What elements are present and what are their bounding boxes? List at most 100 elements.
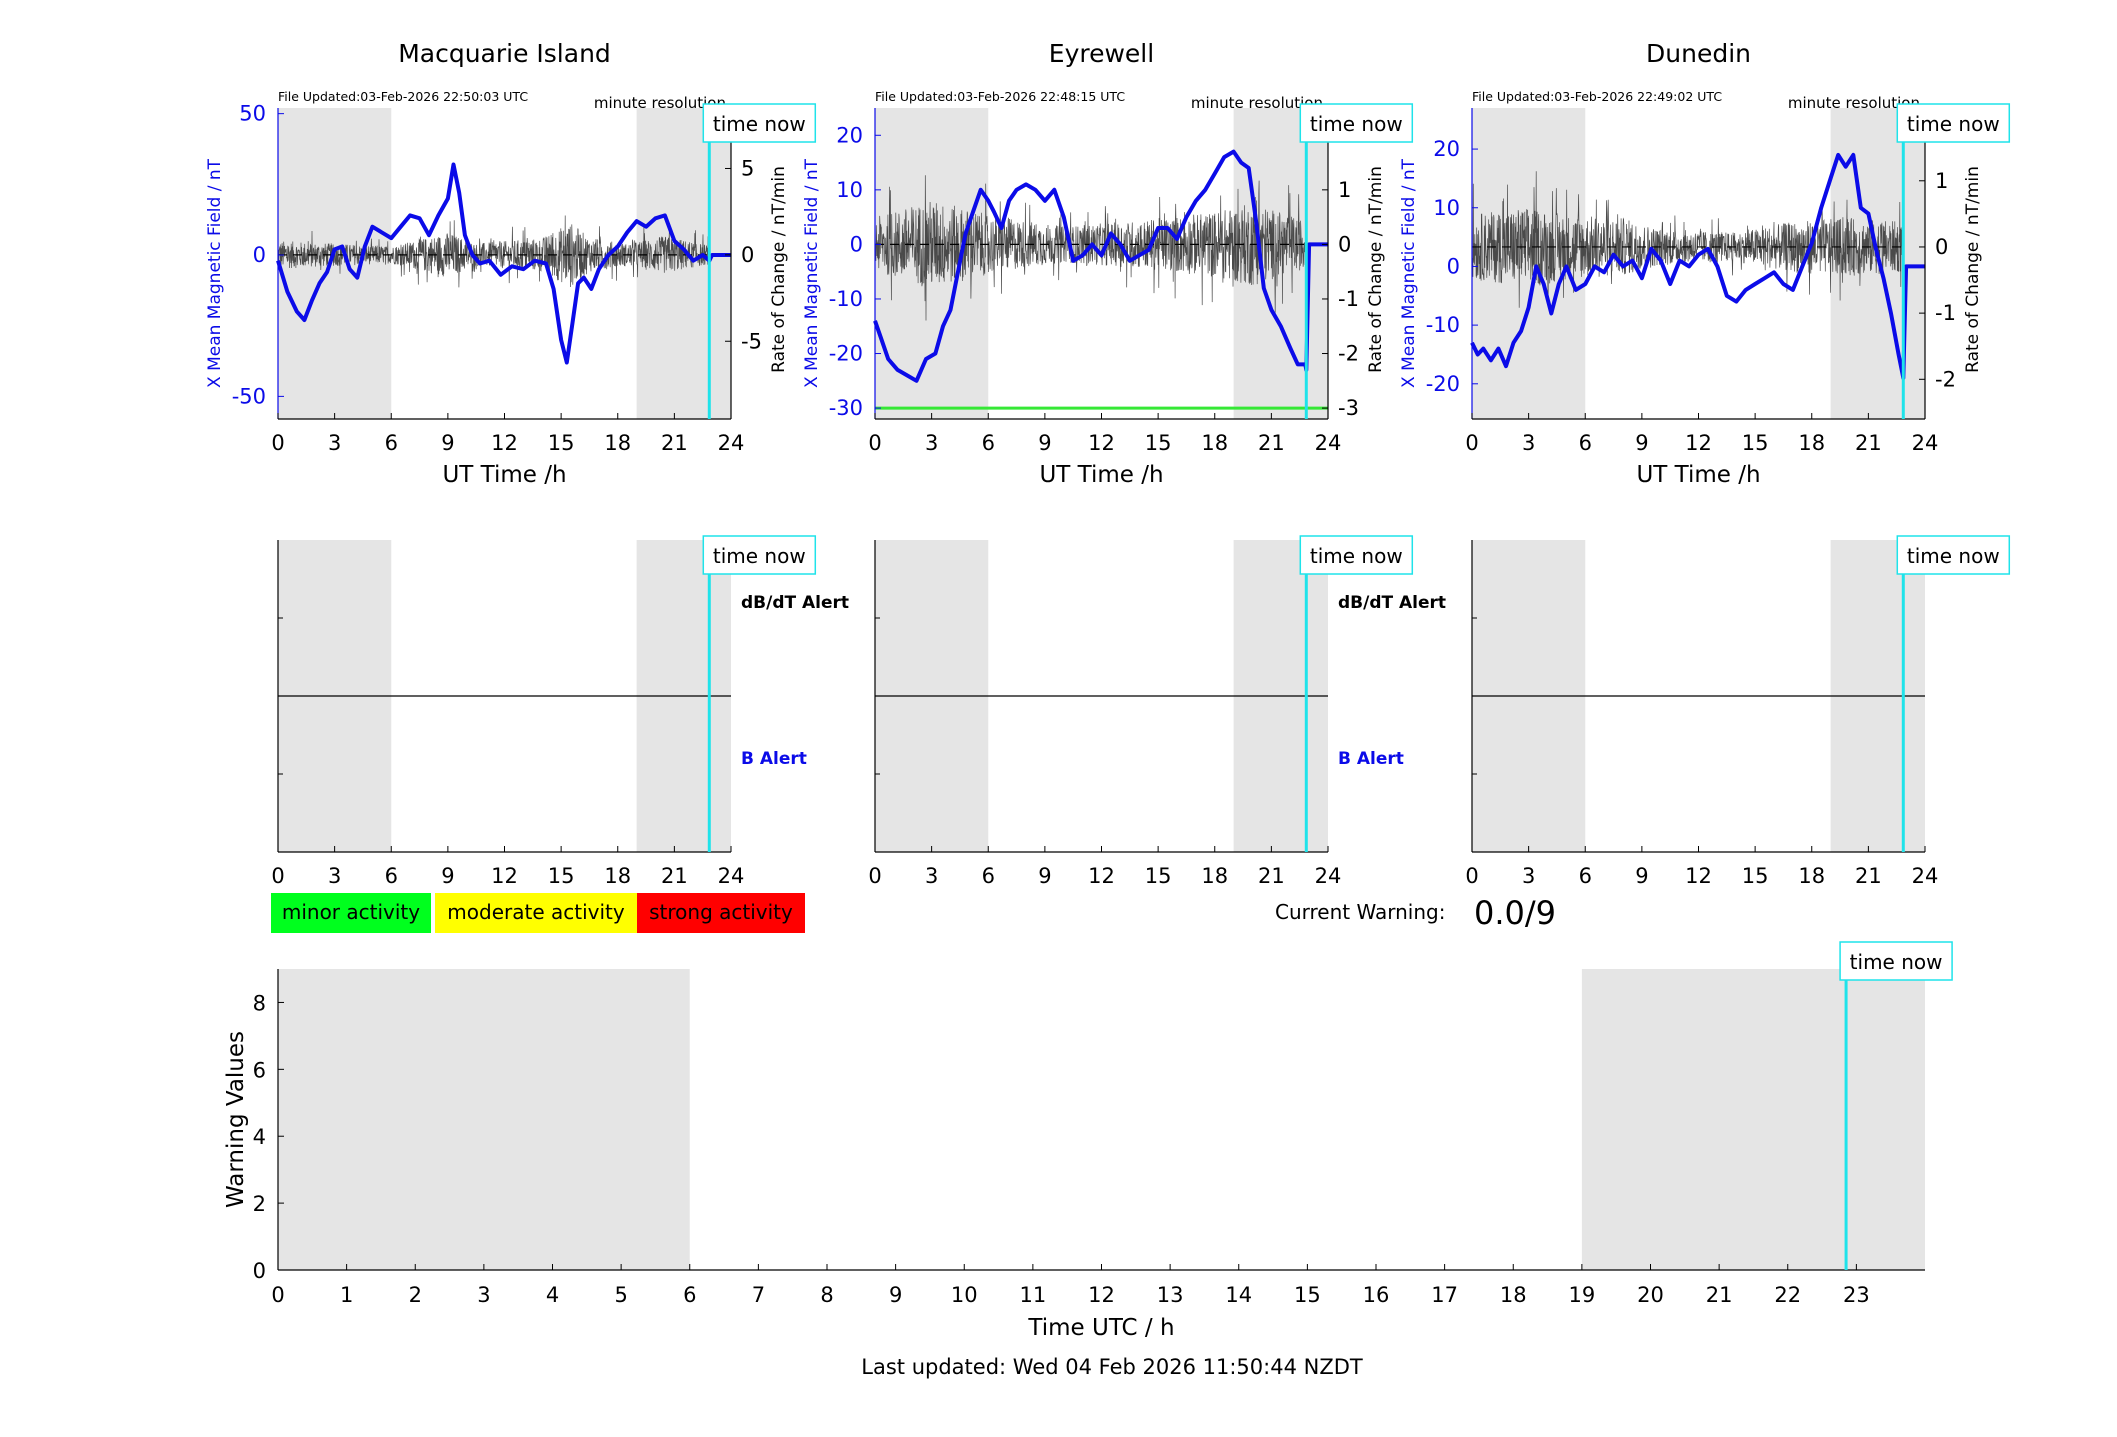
x-tick-label: 18	[604, 431, 631, 455]
x-tick-label: 3	[328, 431, 341, 455]
x-tick-label: 12	[1088, 431, 1115, 455]
time-now-box	[1299, 535, 1414, 575]
x-tick-label: 21	[1855, 431, 1882, 455]
x-tick-label: 19	[1569, 1283, 1596, 1307]
magnetic-field-line	[1470, 152, 1925, 380]
x-tick-label: 16	[1363, 1283, 1390, 1307]
y-left-tick-label: 50	[239, 102, 266, 126]
x-tick-label: 3	[1522, 864, 1535, 888]
x-tick-label: 13	[1157, 1283, 1184, 1307]
rate-of-change-line	[277, 215, 710, 288]
x-tick-label: 0	[1465, 431, 1478, 455]
y-left-tick-label: 20	[836, 123, 863, 147]
x-tick-label: 6	[982, 431, 995, 455]
current-warning-label: Current Warning:	[1275, 900, 1445, 924]
x-tick-label: 3	[477, 1283, 490, 1307]
y-left-tick-label: 20	[1433, 137, 1460, 161]
x-tick-label: 17	[1431, 1283, 1458, 1307]
file-updated: File Updated:03-Feb-2026 22:49:02 UTC	[1472, 89, 1722, 104]
rate-of-change-line	[874, 175, 1307, 321]
time-now-label: time now	[1907, 544, 2000, 568]
y-left-tick-label: -50	[232, 384, 266, 408]
x-tick-label: 20	[1637, 1283, 1664, 1307]
x-tick-label: 2	[409, 1283, 422, 1307]
time-now-box	[702, 535, 817, 575]
x-tick-label: 0	[271, 864, 284, 888]
y-right-tick-label: 0	[1338, 232, 1351, 256]
x-tick-label: 11	[1020, 1283, 1047, 1307]
x-tick-label: 24	[1912, 864, 1939, 888]
minor-activity-swatch	[271, 893, 431, 933]
x-tick-label: 8	[820, 1283, 833, 1307]
x-tick-label: 12	[1685, 431, 1712, 455]
x-tick-label: 7	[752, 1283, 765, 1307]
x-tick-label: 3	[925, 431, 938, 455]
y-left-tick-label: -30	[829, 396, 863, 420]
x-tick-label: 0	[1465, 864, 1478, 888]
y-tick-label: 0	[253, 1259, 266, 1283]
time-now-label: time now	[1310, 544, 1403, 568]
x-tick-label: 21	[1855, 864, 1882, 888]
y-tick-label: 2	[253, 1192, 266, 1216]
night-shading	[278, 108, 392, 419]
y-left-tick-label: -20	[1426, 372, 1460, 396]
activity-legend: minor activity moderate activity strong …	[271, 893, 805, 933]
x-tick-label: 24	[1315, 864, 1342, 888]
x-tick-label: 6	[683, 1283, 696, 1307]
x-tick-label: 9	[441, 864, 454, 888]
y-left-tick-label: 10	[836, 178, 863, 202]
night-shading	[636, 108, 731, 419]
x-tick-label: 4	[546, 1283, 559, 1307]
x-tick-label: 9	[441, 431, 454, 455]
time-now-box	[1896, 535, 2011, 575]
y-right-label: Rate of Change / nT/min	[1963, 166, 1983, 373]
time-now-label: time now	[713, 544, 806, 568]
x-axis-label: UT Time /h	[1039, 462, 1163, 488]
x-tick-label: 14	[1225, 1283, 1252, 1307]
y-right-tick-label: -1	[1935, 301, 1956, 325]
y-left-tick-label: 0	[850, 232, 863, 256]
y-left-tick-label: 10	[1433, 196, 1460, 220]
current-warning: Current Warning: 0.0/9	[1275, 894, 1556, 932]
night-shading	[278, 969, 690, 1270]
x-tick-label: 21	[661, 864, 688, 888]
minute-resolution: minute resolution	[1191, 94, 1323, 112]
y-left-tick-label: -20	[829, 342, 863, 366]
x-tick-label: 22	[1774, 1283, 1801, 1307]
x-tick-label: 23	[1843, 1283, 1870, 1307]
file-updated: File Updated:03-Feb-2026 22:48:15 UTC	[875, 89, 1125, 104]
y-right-tick-label: -5	[741, 329, 762, 353]
time-now-label: time now	[1907, 112, 2000, 136]
moderate-activity-label: moderate activity	[447, 900, 625, 924]
x-tick-label: 12	[1088, 864, 1115, 888]
strong-activity-label: strong activity	[649, 900, 793, 924]
x-tick-label: 24	[718, 431, 745, 455]
current-warning-value: 0.0/9	[1474, 894, 1556, 932]
x-tick-label: 15	[548, 864, 575, 888]
x-tick-label: 10	[951, 1283, 978, 1307]
x-tick-label: 3	[328, 864, 341, 888]
panel-title: Macquarie Island	[398, 39, 611, 68]
moderate-activity-swatch	[435, 893, 637, 933]
time-now-label: time now	[713, 112, 806, 136]
x-tick-label: 0	[868, 864, 881, 888]
x-tick-label: 6	[1579, 864, 1592, 888]
magnetic-field-line	[873, 149, 1328, 383]
panel-macquarie: Macquarie Island File Updated:03-Feb-2026…	[205, 39, 817, 488]
x-tick-label: 24	[1315, 431, 1342, 455]
x-tick-label: 15	[548, 431, 575, 455]
x-tick-label: 18	[1798, 864, 1825, 888]
x-tick-label: 0	[868, 431, 881, 455]
panel-warning: 0 1 2 3 4 5 6 7 8 9 10 11 12 13 14 15 16 17 18 19 20 21 22 2302…	[223, 941, 1953, 1341]
b-alert-label: B Alert	[1338, 749, 1404, 769]
dbdt-alert-label: dB/dT Alert	[741, 593, 849, 613]
y-axis-label: Warning Values	[223, 1031, 249, 1208]
x-tick-label: 5	[614, 1283, 627, 1307]
time-now-box	[702, 103, 817, 143]
x-tick-label: 15	[1145, 431, 1172, 455]
x-tick-label: 12	[491, 431, 518, 455]
dbdt-alert-label: dB/dT Alert	[1338, 593, 1446, 613]
y-tick-label: 8	[253, 991, 266, 1015]
panel-dunedin: Dunedin File Updated:03-Feb-2026 22:49:02…	[1399, 39, 2011, 488]
